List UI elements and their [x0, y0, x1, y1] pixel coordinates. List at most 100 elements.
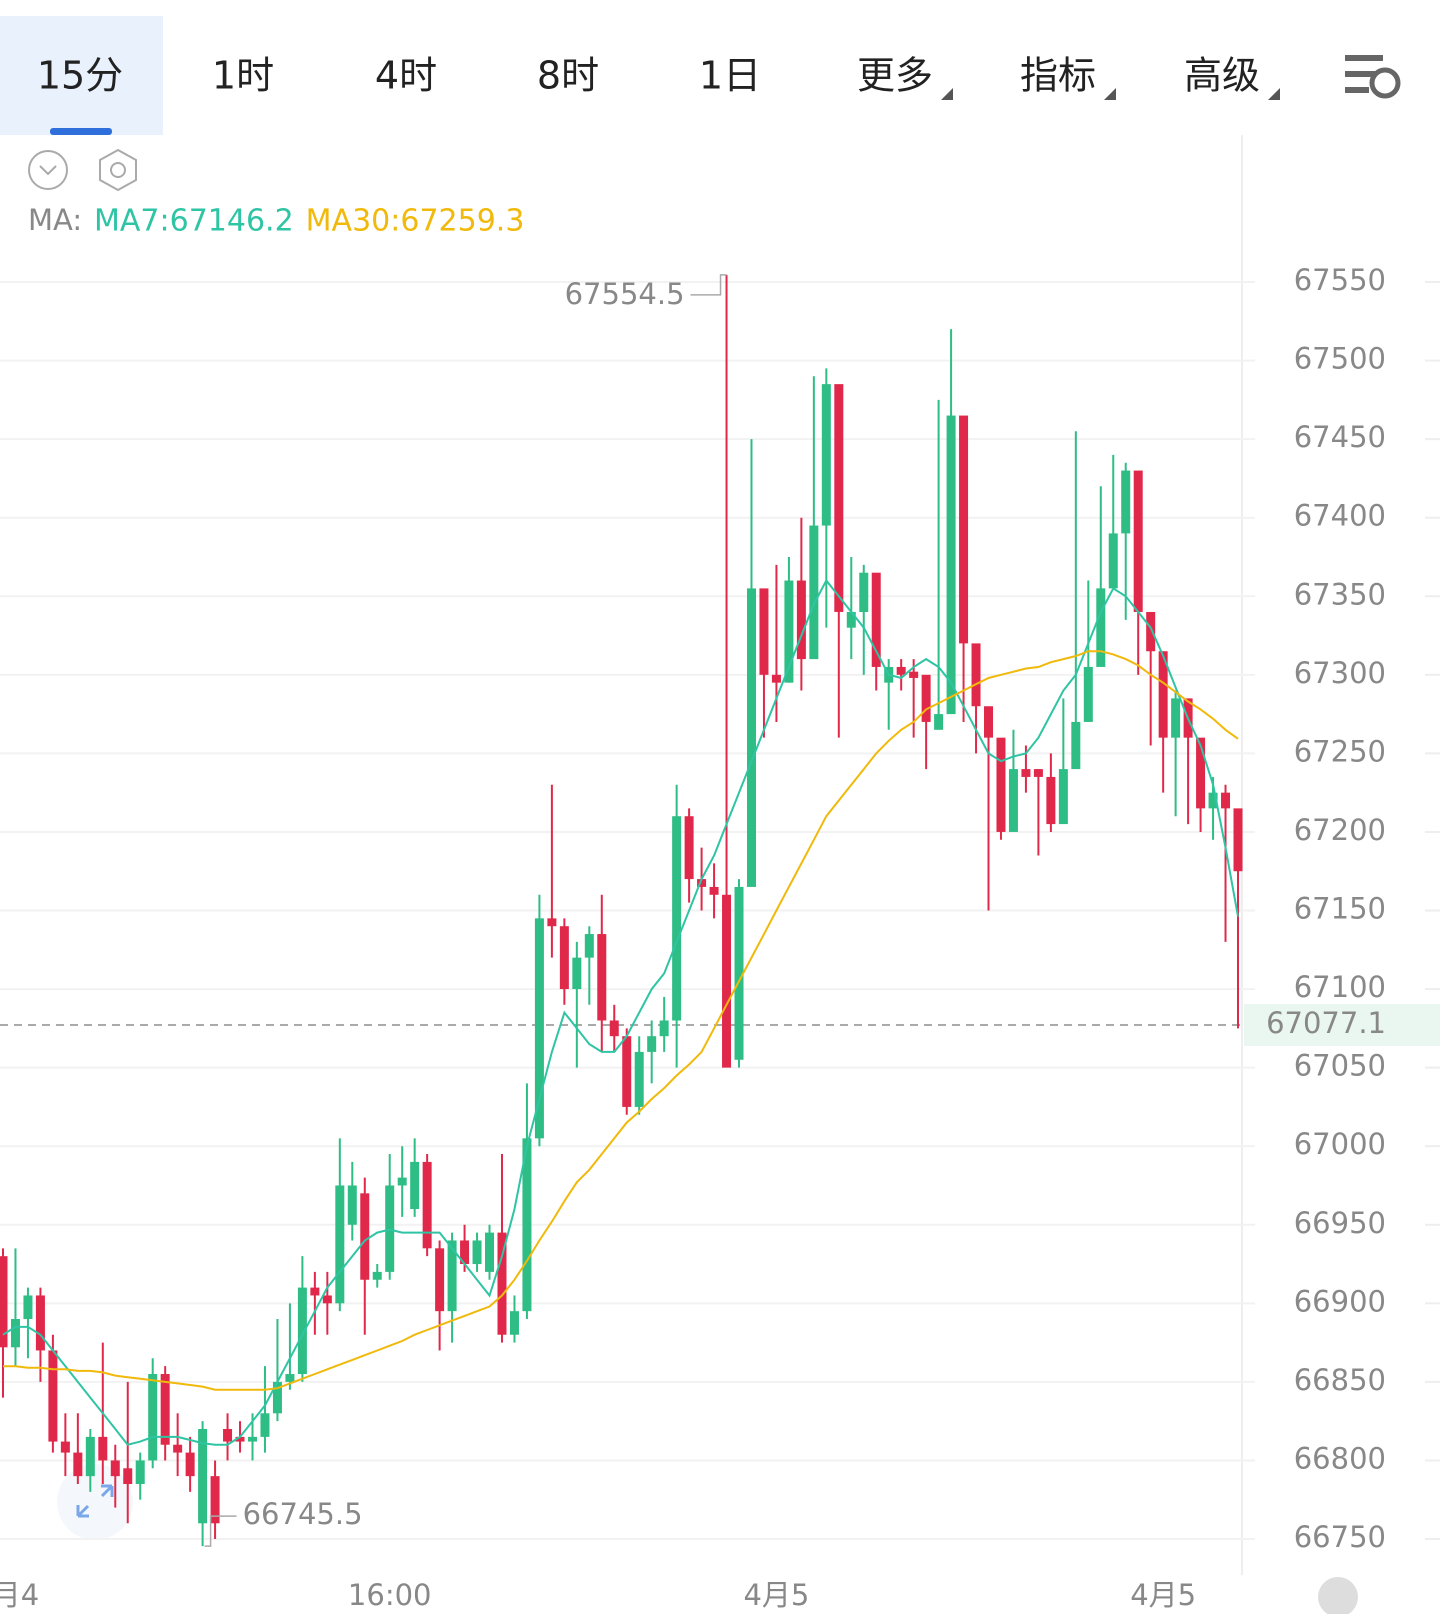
timeframe-tab[interactable]: 更多	[857, 54, 933, 98]
candle	[135, 1452, 145, 1500]
collapse-icon[interactable]	[28, 150, 68, 190]
candle	[497, 1154, 507, 1343]
candle	[534, 894, 544, 1147]
candle	[634, 1036, 644, 1115]
candle-body	[572, 957, 582, 990]
candle-body	[609, 1020, 619, 1037]
candle	[672, 784, 682, 1068]
timeframe-tab[interactable]: 高级	[1184, 54, 1260, 98]
candle-body	[272, 1381, 282, 1414]
settings-icon[interactable]	[1345, 55, 1401, 99]
candle	[909, 659, 919, 738]
candle	[435, 1240, 445, 1351]
timeframe-tab[interactable]: 15分	[37, 54, 123, 98]
dropdown-corner	[1104, 88, 1116, 100]
candle-body	[1033, 769, 1043, 777]
candle-body	[472, 1240, 482, 1265]
candle-body	[148, 1374, 158, 1461]
y-tick-label: 66950	[1294, 1206, 1386, 1240]
candle	[572, 941, 582, 1068]
candle	[659, 996, 669, 1052]
candle-body	[210, 1476, 220, 1524]
candle	[522, 1083, 532, 1320]
candle-body	[809, 525, 819, 660]
candle-body	[1083, 666, 1093, 722]
expand-button[interactable]	[57, 1464, 133, 1540]
candle	[959, 415, 969, 722]
y-tick-label: 67350	[1294, 577, 1386, 611]
timeframe-tab[interactable]: 4时	[375, 54, 437, 98]
candle-body	[871, 572, 881, 667]
candle	[1233, 808, 1243, 1029]
last-price-label: 67077.1	[1266, 1006, 1386, 1040]
candle-body	[1133, 470, 1143, 612]
icon-bar	[1345, 55, 1383, 61]
candle-body	[597, 934, 607, 1021]
candle-body	[796, 580, 806, 660]
candle-body	[971, 643, 981, 707]
timeframe-tab[interactable]: 8时	[537, 54, 599, 98]
candle-body	[859, 572, 869, 612]
candle	[1033, 769, 1043, 856]
candle-body	[1158, 651, 1168, 738]
legend-item: MA7:67146.2	[94, 204, 294, 239]
candle-body	[634, 1051, 644, 1107]
candle-body	[285, 1374, 295, 1382]
candle-body	[260, 1413, 270, 1437]
candle-body	[185, 1452, 195, 1477]
candle	[871, 572, 881, 691]
ma-line	[3, 650, 1239, 1391]
candle	[1083, 580, 1093, 722]
candle	[971, 643, 981, 754]
collapse-chevron	[39, 165, 57, 176]
low-label: 66745.5	[243, 1497, 363, 1531]
candle	[597, 894, 607, 1052]
candle-body	[509, 1311, 519, 1335]
timeframe-tab[interactable]: 1日	[699, 54, 761, 98]
candle-body	[1221, 792, 1231, 809]
candle	[559, 918, 569, 1005]
timeframe-tab[interactable]: 指标	[1020, 54, 1096, 98]
candle-body	[547, 918, 557, 927]
candle	[809, 376, 819, 660]
y-tick-label: 66900	[1294, 1284, 1386, 1318]
settings-hex[interactable]	[99, 148, 137, 192]
candle-body	[110, 1460, 120, 1477]
candle	[1196, 737, 1206, 832]
candle	[160, 1366, 170, 1461]
candle	[509, 1295, 519, 1343]
candle-body	[1208, 792, 1218, 809]
high-leader	[690, 274, 727, 296]
k-button[interactable]	[1318, 1577, 1358, 1617]
timeframe-tab[interactable]: 1时	[212, 54, 274, 98]
icon-gear	[1369, 67, 1401, 99]
candle	[173, 1413, 183, 1477]
candle	[1071, 431, 1081, 770]
candle	[722, 274, 732, 1068]
candle-body	[310, 1287, 320, 1296]
candle	[272, 1319, 282, 1422]
candle	[110, 1444, 120, 1508]
candle-body	[996, 737, 1006, 832]
candle-body	[746, 588, 756, 887]
candle	[1158, 651, 1168, 793]
candle-body	[734, 886, 744, 1060]
y-tick-label: 67550	[1294, 263, 1386, 297]
candle	[285, 1303, 295, 1390]
candle	[821, 368, 831, 628]
candle	[198, 1421, 208, 1547]
ma-line	[2, 578, 1239, 1446]
y-tick-label: 67200	[1294, 813, 1386, 847]
x-tick-label: 月4	[0, 1578, 39, 1612]
y-tick-label: 67500	[1294, 342, 1386, 376]
candle	[397, 1146, 407, 1217]
candle-body	[173, 1444, 183, 1453]
y-tick-label: 67000	[1294, 1127, 1386, 1161]
candle-body	[1071, 721, 1081, 770]
candle-body	[73, 1452, 83, 1477]
candle	[1046, 753, 1056, 832]
candle-body	[135, 1460, 145, 1485]
candle	[148, 1358, 158, 1469]
candle	[946, 329, 956, 715]
